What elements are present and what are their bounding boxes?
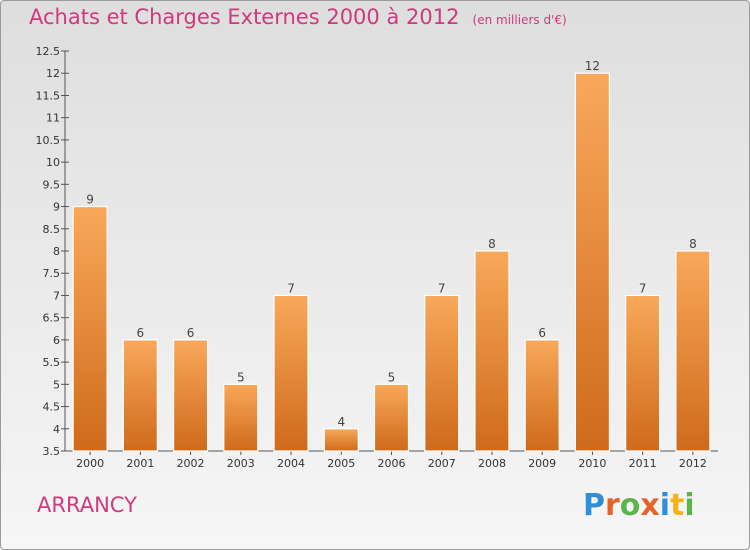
- bars-layer: [72, 72, 711, 452]
- bar: [323, 428, 359, 452]
- brand-letter: P: [583, 488, 605, 523]
- title-row: Achats et Charges Externes 2000 à 2012 (…: [29, 5, 567, 29]
- y-tick-label: 5: [53, 378, 60, 391]
- bar: [474, 250, 510, 452]
- x-tick-label: 2004: [277, 457, 305, 470]
- data-label: 5: [388, 370, 396, 384]
- data-label: 7: [639, 281, 647, 295]
- y-tick-label: 10.5: [36, 134, 61, 147]
- axis-layer: 3.5 4 4.5 5 5.5 6 6.5 7 7.5 8 8.5 9 9.5 10 10.5 11 11.5 1…: [36, 45, 718, 458]
- brand-letter: x: [640, 488, 660, 523]
- y-tick-label: 6.5: [43, 312, 61, 325]
- data-label: 12: [585, 59, 600, 73]
- bar: [172, 339, 209, 452]
- data-label: 6: [187, 326, 195, 340]
- y-tick-label: 11.5: [36, 89, 61, 102]
- bar: [373, 383, 410, 452]
- x-tick-label: 2011: [629, 457, 657, 470]
- data-label: 6: [538, 326, 546, 340]
- data-label: 8: [689, 237, 697, 251]
- y-tick-label: 4: [53, 423, 60, 436]
- y-tick-label: 12.5: [36, 45, 61, 58]
- y-tick-label: 10: [46, 156, 60, 169]
- x-tick-label: 2012: [679, 457, 707, 470]
- y-tick-label: 7: [53, 289, 60, 302]
- data-label: 5: [237, 370, 245, 384]
- y-tick-label: 9.5: [43, 178, 61, 191]
- data-label: 8: [488, 237, 496, 251]
- commune-name: ARRANCY: [37, 493, 137, 517]
- data-label: 7: [287, 281, 295, 295]
- x-tick-label: 2007: [428, 457, 456, 470]
- y-tick-label: 5.5: [43, 356, 61, 369]
- x-tick-label: 2002: [177, 457, 205, 470]
- x-tick-label: 2005: [327, 457, 355, 470]
- y-tick-label: 7.5: [43, 267, 61, 280]
- brand-logo: Proxiti: [583, 488, 695, 523]
- y-tick-label: 8: [53, 245, 60, 258]
- y-tick-label: 12: [46, 67, 60, 80]
- data-label: 4: [337, 415, 345, 429]
- data-label: 7: [438, 281, 446, 295]
- bar: [574, 72, 611, 452]
- brand-letter: i: [684, 488, 695, 523]
- y-tick-label: 8.5: [43, 223, 61, 236]
- chart-unit: (en milliers d'€): [472, 13, 567, 27]
- brand-letter: o: [619, 488, 641, 523]
- x-tick-label: 2009: [528, 457, 556, 470]
- x-tick-label: 2006: [378, 457, 406, 470]
- y-tick-label: 6: [53, 334, 60, 347]
- bar: [72, 205, 108, 452]
- labels-layer: 9 2000 6 2001 6 2002 5 2003 7 2004 4 2005 5 2006 7 2007…: [76, 59, 707, 470]
- bar: [424, 294, 460, 452]
- bar: [273, 294, 309, 452]
- y-tick-label: 3.5: [43, 445, 61, 458]
- bar: [122, 339, 158, 452]
- chart-title: Achats et Charges Externes 2000 à 2012: [29, 5, 460, 29]
- x-tick-label: 2000: [76, 457, 104, 470]
- bar: [223, 383, 259, 452]
- y-tick-label: 9: [53, 201, 60, 214]
- x-tick-label: 2001: [126, 457, 154, 470]
- bar: [524, 339, 560, 452]
- brand-letter: t: [670, 488, 685, 523]
- x-tick-label: 2008: [478, 457, 506, 470]
- bar: [675, 250, 711, 452]
- bar: [625, 294, 661, 452]
- x-tick-label: 2003: [227, 457, 255, 470]
- brand-letter: r: [605, 488, 620, 523]
- brand-letter: i: [659, 488, 671, 523]
- x-tick-label: 2010: [578, 457, 606, 470]
- data-label: 6: [137, 326, 145, 340]
- data-label: 9: [86, 193, 94, 207]
- y-tick-label: 11: [46, 112, 60, 125]
- y-tick-label: 4.5: [43, 401, 61, 414]
